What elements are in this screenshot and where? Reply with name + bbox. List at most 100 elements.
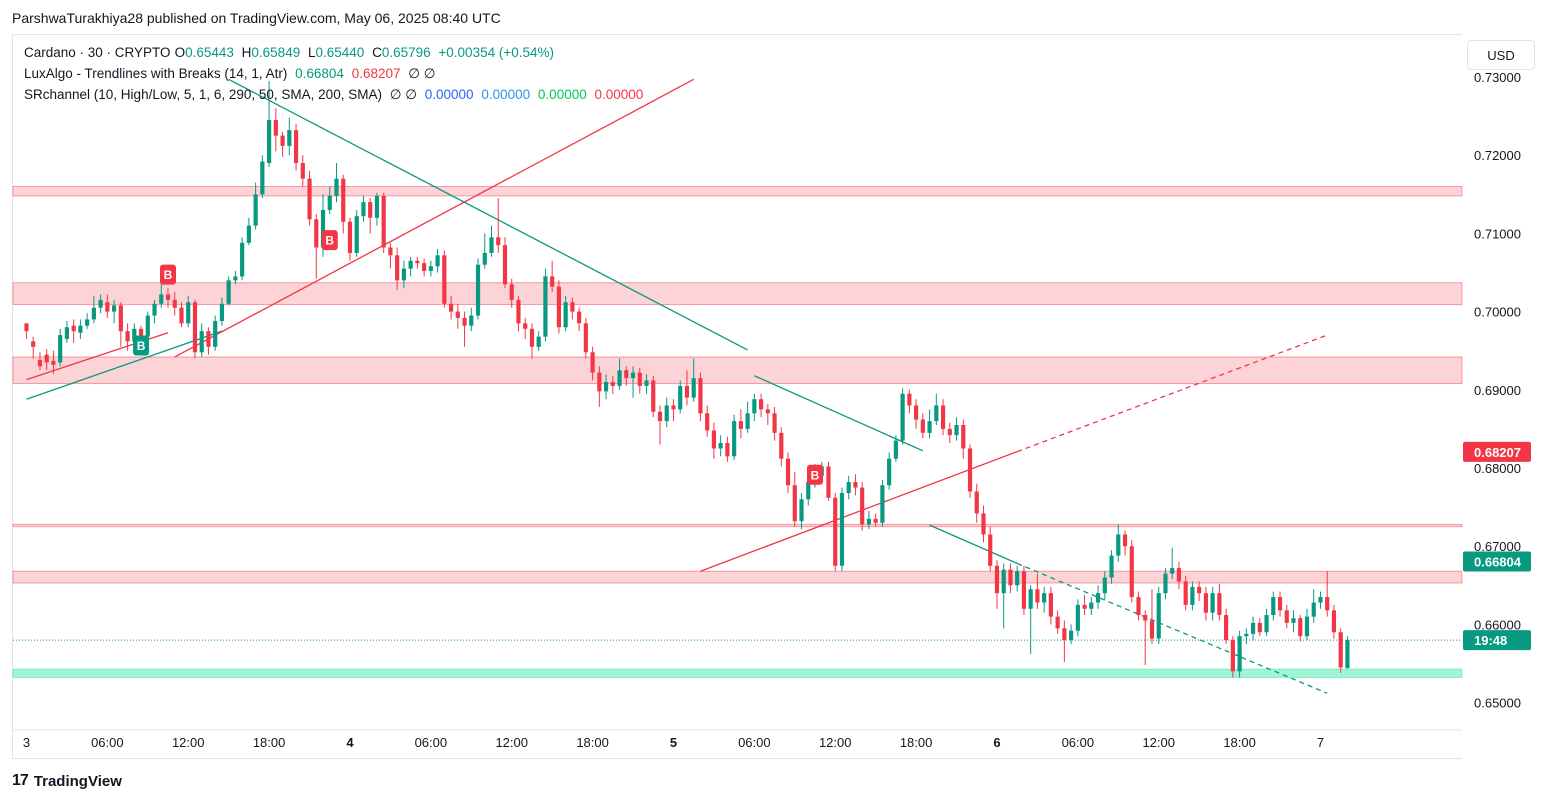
candle-137: [947, 428, 952, 436]
break-signal-label-0: B: [137, 339, 146, 353]
candle-69: [489, 237, 494, 253]
candle-18: [145, 315, 150, 337]
candle-128: [887, 458, 892, 486]
candle-67: [475, 264, 481, 316]
candle-38: [280, 135, 285, 146]
break-signal-1: B: [160, 264, 177, 285]
candle-50: [361, 202, 366, 217]
candle-56: [401, 268, 406, 281]
candle-188: [1291, 618, 1296, 623]
candle-0: [24, 323, 29, 332]
indicator-srchannel-name[interactable]: SRchannel (10, High/Low, 5, 1, 6, 290, 5…: [24, 87, 382, 102]
candle-109: [758, 399, 764, 410]
candle-27: [206, 331, 211, 347]
candle-141: [974, 491, 979, 514]
price-badge-box-0: [1463, 441, 1531, 462]
candle-31: [233, 276, 238, 281]
price-badge-2: 19:48: [1463, 630, 1531, 651]
candle-77: [543, 276, 548, 337]
candle-83: [583, 323, 588, 353]
candle-169: [1163, 573, 1168, 594]
candle-176: [1210, 593, 1215, 613]
candle-134: [927, 421, 932, 433]
sr-zones: [12, 185, 1463, 679]
break-signal-box-3: [807, 464, 824, 485]
candle-171: [1176, 568, 1182, 582]
candle-190: [1304, 616, 1310, 637]
candle-96: [671, 405, 676, 410]
tradingview-logo[interactable]: 17 TradingView: [12, 772, 122, 790]
candle-132: [914, 405, 919, 420]
break-signal-label-1: B: [164, 268, 173, 282]
candle-63: [448, 303, 454, 312]
indicator-srchannel-empty-values: ∅ ∅: [389, 87, 417, 102]
candle-37: [273, 120, 278, 136]
candle-53: [381, 195, 386, 248]
candle-12: [105, 302, 110, 312]
y-tick-label-3: 0.70000: [1474, 305, 1521, 320]
candle-114: [792, 485, 797, 522]
candle-120: [833, 497, 838, 566]
candle-111: [772, 413, 777, 433]
candle-95: [664, 405, 669, 422]
candle-7: [71, 325, 76, 332]
candle-11: [98, 299, 103, 308]
candle-36: [267, 120, 272, 164]
candle-135: [934, 405, 939, 422]
candle-54: [388, 247, 393, 256]
candle-142: [981, 513, 986, 535]
x-tick-label-6: 12:00: [495, 735, 528, 750]
trendline-1: [228, 78, 748, 351]
price-badge-label-0: 0.68207: [1474, 445, 1521, 460]
candle-46: [334, 178, 339, 196]
indicator-srchannel-value-2: 0.00000: [481, 87, 531, 102]
candle-75: [529, 328, 535, 347]
candle-191: [1311, 602, 1316, 617]
trendline-8: [1016, 334, 1328, 453]
candle-51: [368, 202, 373, 218]
trendline-4: [1016, 562, 1328, 694]
break-signals: B B B B: [133, 230, 824, 485]
legend-c-label: C: [372, 45, 382, 60]
candle-45: [327, 195, 332, 210]
break-signal-3: B: [807, 464, 824, 485]
y-tick-label-6: 0.67000: [1474, 539, 1521, 554]
candle-90: [630, 372, 636, 379]
candle-151: [1042, 593, 1047, 603]
indicator-luxalgo-empty-values: ∅ ∅: [408, 66, 436, 81]
candle-138: [954, 425, 959, 436]
candle-122: [846, 482, 851, 494]
candle-150: [1035, 589, 1040, 603]
candle-162: [1116, 534, 1121, 556]
candle-192: [1318, 597, 1323, 603]
candle-178: [1224, 615, 1229, 641]
x-tick-label-5: 06:00: [415, 735, 448, 750]
candle-113: [785, 458, 791, 486]
candle-160: [1102, 577, 1107, 594]
legend-row-srchannel[interactable]: SRchannel (10, High/Low, 5, 1, 6, 290, 5…: [24, 87, 647, 103]
candle-154: [1062, 628, 1067, 641]
candle-124: [860, 487, 865, 525]
time-axis: 3 06:00 12:00 18:00 4 06:00 12:00 18:00 5 06:00 12…: [13, 729, 1462, 750]
candle-32: [240, 242, 245, 277]
candle-115: [799, 499, 804, 522]
chart-panel[interactable]: [12, 34, 1462, 759]
candle-52: [374, 195, 380, 218]
candle-158: [1089, 602, 1094, 609]
indicator-luxalgo-name[interactable]: LuxAlgo - Trendlines with Breaks (14, 1,…: [24, 66, 288, 81]
legend-row-luxalgo[interactable]: LuxAlgo - Trendlines with Breaks (14, 1,…: [24, 66, 440, 82]
candle-119: [826, 466, 831, 498]
candle-153: [1055, 616, 1060, 629]
candle-81: [570, 302, 575, 312]
candle-40: [293, 130, 299, 164]
sr-zone-3: [12, 523, 1463, 528]
legend-close: 0.65796: [381, 45, 431, 60]
candle-65: [462, 317, 467, 326]
candle-28: [213, 321, 218, 347]
break-signal-box-0: [133, 335, 150, 356]
candle-26: [199, 331, 204, 353]
candle-21: [165, 294, 171, 300]
currency-button[interactable]: USD: [1467, 40, 1535, 70]
x-tick-label-15: 18:00: [1223, 735, 1256, 750]
